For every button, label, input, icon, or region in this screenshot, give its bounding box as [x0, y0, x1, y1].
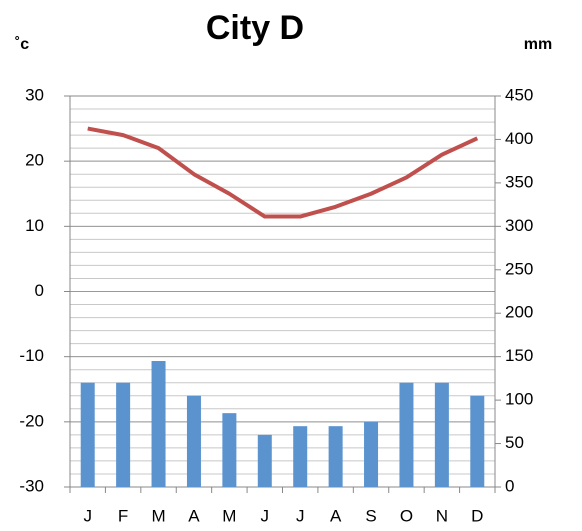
x-tick-label: J	[296, 506, 305, 525]
y-tick-label: 10	[25, 216, 44, 235]
bar	[80, 382, 95, 487]
bar	[151, 361, 166, 487]
y-tick-label: -20	[19, 411, 44, 430]
y2-tick-label: 450	[505, 85, 533, 104]
y-tick-label: -10	[19, 346, 44, 365]
bar	[470, 395, 485, 487]
bar	[186, 395, 201, 487]
y-tick-label: 0	[35, 281, 44, 300]
x-tick-label: O	[400, 506, 413, 525]
y-axis-label: ˚c	[15, 36, 29, 53]
bar	[293, 426, 308, 487]
y2-tick-label: 300	[505, 216, 533, 235]
y2-tick-label: 0	[505, 476, 514, 495]
y2-axis-label: mm	[524, 36, 552, 53]
x-tick-label: F	[118, 506, 128, 525]
bar	[257, 434, 272, 487]
bar	[328, 426, 343, 487]
y-tick-label: 30	[25, 85, 44, 104]
bar	[399, 382, 414, 487]
x-tick-label: M	[222, 506, 236, 525]
x-tick-label: J	[261, 506, 270, 525]
y2-tick-label: 50	[505, 433, 524, 452]
y-tick-label: 20	[25, 151, 44, 170]
bar	[222, 413, 237, 487]
x-tick-label: N	[436, 506, 448, 525]
y2-tick-label: 200	[505, 303, 533, 322]
y2-tick-label: 350	[505, 172, 533, 191]
x-tick-label: S	[365, 506, 376, 525]
y2-tick-label: 100	[505, 390, 533, 409]
x-tick-label: D	[471, 506, 483, 525]
x-tick-label: A	[188, 506, 200, 525]
y2-tick-label: 400	[505, 129, 533, 148]
bar	[116, 382, 131, 487]
y2-tick-label: 150	[505, 346, 533, 365]
x-tick-label: J	[83, 506, 92, 525]
bar	[434, 382, 449, 487]
x-tick-label: M	[151, 506, 165, 525]
bar	[364, 421, 379, 487]
line	[87, 126, 479, 219]
x-tick-label: A	[330, 506, 342, 525]
chart-title: City D	[206, 9, 304, 47]
y2-tick-label: 250	[505, 259, 533, 278]
y-tick-label: -30	[19, 476, 44, 495]
